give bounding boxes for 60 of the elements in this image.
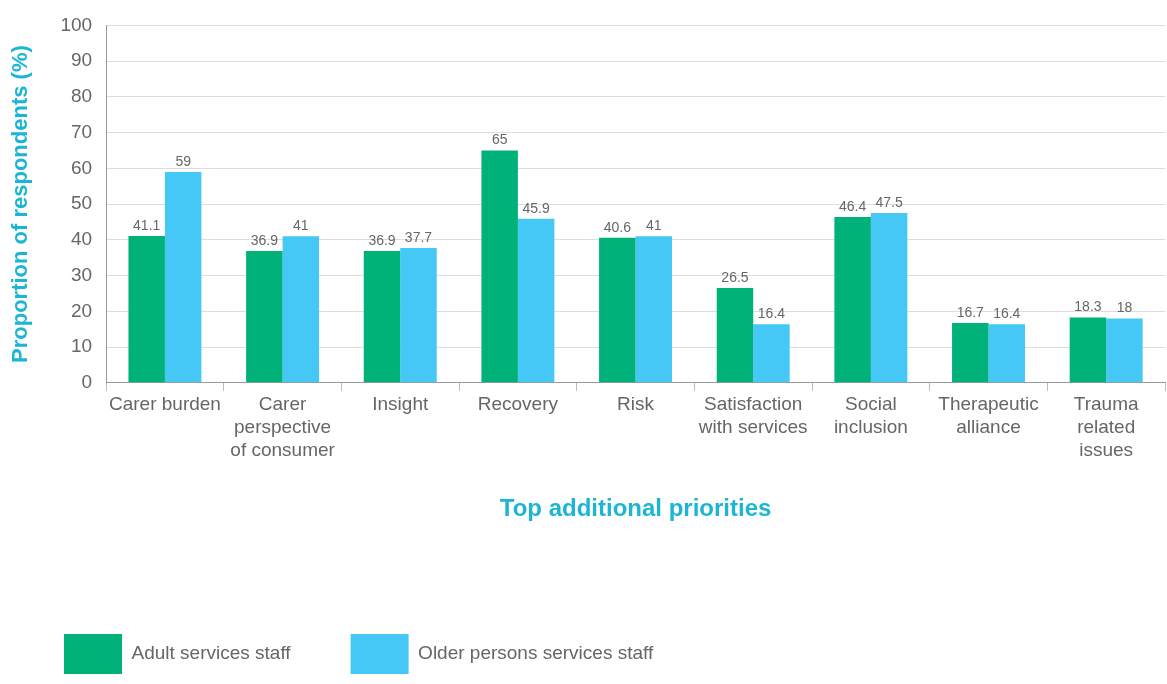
bar [481, 150, 518, 383]
bar [400, 248, 437, 383]
bar [363, 250, 401, 383]
y-tick-label: 50 [70, 192, 93, 214]
data-label: 41 [646, 217, 662, 234]
x-tick-label: Satisfaction with services [697, 393, 808, 438]
data-label: 47.5 [875, 193, 903, 210]
x-tick-label: Social inclusion [833, 393, 908, 438]
x-tick-label: Therapeutic alliance [938, 393, 1039, 438]
data-label: 40.6 [603, 218, 632, 235]
y-tick-label: 0 [81, 371, 93, 393]
data-label: 26.5 [721, 268, 749, 285]
data-label: 37.7 [404, 228, 433, 245]
legend-label: Adult services staff [131, 642, 292, 664]
bar [716, 288, 754, 383]
bar [870, 213, 908, 383]
y-tick-label: 30 [70, 263, 93, 285]
y-tick-label: 70 [70, 120, 93, 142]
x-axis-title: Top additional priorities [499, 494, 772, 522]
data-label: 46.4 [839, 197, 867, 214]
bar [1069, 317, 1107, 383]
y-tick-label: 20 [70, 299, 93, 321]
bar [753, 324, 790, 383]
bar [988, 324, 1025, 383]
data-label: 16.7 [956, 303, 985, 320]
y-tick-label: 40 [70, 228, 93, 250]
data-label: 18.3 [1074, 298, 1102, 315]
y-tick-label: 90 [70, 49, 93, 71]
data-label: 18 [1116, 299, 1133, 316]
x-tick-label: Carer perspective of consumer [230, 393, 336, 461]
data-label: 45.9 [522, 199, 550, 216]
y-tick-label: 80 [70, 85, 93, 107]
x-tick-label: Risk [617, 393, 655, 415]
bar [246, 250, 283, 383]
bar [635, 236, 673, 383]
y-tick-label: 60 [70, 156, 93, 178]
bar [1106, 318, 1143, 383]
bar [952, 323, 989, 383]
data-label: 16.4 [757, 305, 786, 322]
bar [128, 235, 165, 383]
x-tick-label: Carer burden [108, 393, 221, 415]
x-tick-label: Recovery [477, 393, 559, 415]
data-label: 36.9 [368, 231, 396, 248]
data-label: 36.9 [250, 231, 279, 248]
bar [834, 216, 871, 383]
data-label: 41 [293, 217, 309, 234]
bar [282, 236, 320, 383]
data-label: 41.1 [133, 216, 161, 233]
bar [599, 237, 636, 383]
data-label: 65 [491, 131, 508, 148]
legend-label: Older persons services staff [418, 642, 654, 664]
y-tick-label: 100 [60, 13, 93, 35]
bar [164, 171, 202, 383]
x-tick-label: Insight [372, 393, 429, 415]
bar [517, 218, 555, 383]
data-label: 16.4 [993, 305, 1021, 322]
data-label: 59 [175, 152, 192, 169]
x-tick-label: Trauma related issues [1073, 393, 1139, 461]
y-tick-label: 10 [70, 335, 93, 357]
y-axis-title: Proportion of respondents (%) [7, 45, 33, 363]
